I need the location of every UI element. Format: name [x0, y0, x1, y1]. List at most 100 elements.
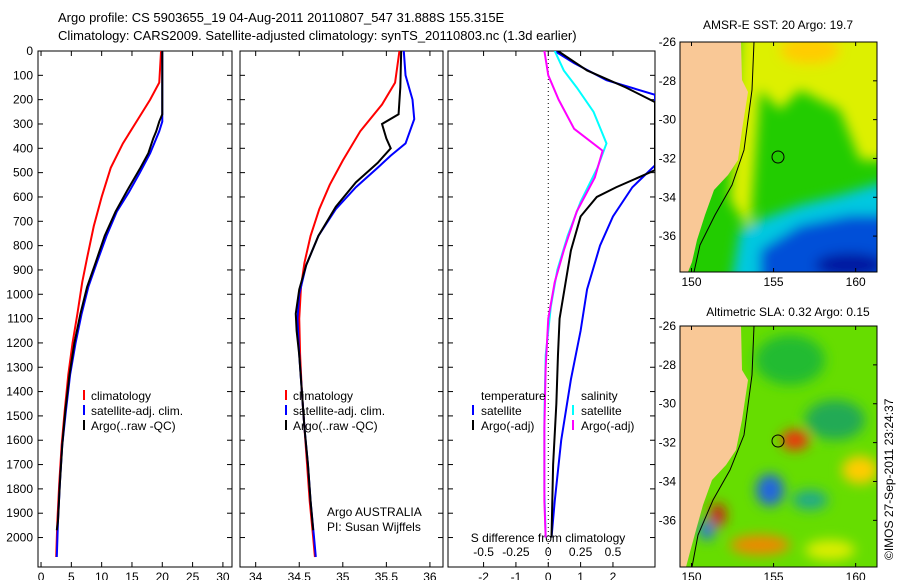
- x-tick-label: 0: [38, 570, 45, 580]
- x-tick-label: 36: [423, 570, 437, 580]
- plot-frame: [447, 50, 656, 568]
- x-tick-label: 20: [156, 570, 170, 580]
- y-tick-label: 1700: [6, 458, 33, 472]
- y-tick-label: 1400: [6, 385, 33, 399]
- lon-tick-label: 150: [681, 570, 701, 580]
- lat-tick-label: -26: [659, 319, 677, 333]
- legend-label: Argo(..raw -QC): [91, 419, 176, 433]
- x-tick-label: 35: [336, 570, 350, 580]
- plot-frame: [239, 50, 444, 568]
- y-tick-label: 600: [13, 190, 33, 204]
- legend-label: Argo(-adj): [581, 419, 634, 433]
- y-tick-label: 1600: [6, 433, 33, 447]
- y-tick-label: 900: [13, 263, 33, 277]
- lat-tick-label: -34: [659, 190, 677, 204]
- lat-tick-label: -34: [659, 474, 677, 488]
- float-position-marker: [771, 434, 785, 448]
- x-tick-label: 0: [545, 570, 552, 580]
- lon-tick-label: 155: [764, 275, 784, 289]
- y-tick-label: 1100: [7, 312, 33, 326]
- y-tick-label: 1200: [6, 336, 33, 350]
- lon-tick-label: 155: [764, 570, 784, 580]
- legend-swatch: [83, 405, 85, 415]
- legend-label: climatology: [91, 389, 151, 403]
- float-position-marker: [771, 150, 785, 164]
- series-argo-raw-qc-: [55, 51, 164, 531]
- legend-label: satellite-adj. clim.: [91, 404, 183, 418]
- legend-label: salinity: [581, 389, 618, 403]
- lon-tick-label: 160: [846, 570, 866, 580]
- legend-label: satellite: [581, 404, 622, 418]
- lon-tick-label: 150: [681, 275, 701, 289]
- y-tick-label: 400: [13, 141, 33, 155]
- x-tick-label: 30: [216, 570, 230, 580]
- series-climatology: [298, 51, 401, 558]
- legend-swatch: [285, 420, 287, 430]
- lat-tick-label: -30: [659, 397, 677, 411]
- s-tick-label: 0.25: [569, 545, 593, 559]
- lat-tick-label: -28: [659, 74, 677, 88]
- plot-salinity: 3434.53535.536salinityclimatologysatelli…: [239, 50, 444, 580]
- sst-map-title: AMSR-E SST: 20 Argo: 19.7: [703, 18, 853, 32]
- x-tick-label: 34: [249, 570, 263, 580]
- imos-timestamp: ©IMOS 27-Sep-2011 23:24:37: [882, 398, 896, 560]
- y-tick-label: 800: [13, 239, 33, 253]
- x-tick-label: 2: [610, 570, 617, 580]
- sst-map-frame: [679, 41, 878, 273]
- y-tick-label: 500: [13, 166, 33, 180]
- legend-label: satellite: [481, 404, 522, 418]
- lat-tick-label: -36: [659, 229, 677, 243]
- y-tick-label: 1500: [6, 409, 33, 423]
- s-tick-label: -0.25: [502, 545, 530, 559]
- legend-swatch: [285, 390, 287, 400]
- lat-tick-label: -30: [659, 113, 677, 127]
- s-tick-label: -0.5: [473, 545, 494, 559]
- series-satellite-adj-clim-: [55, 51, 164, 558]
- lat-tick-label: -32: [659, 151, 677, 165]
- legend-label: climatology: [293, 389, 353, 403]
- legend-swatch: [572, 405, 574, 415]
- title-line-1: Argo profile: CS 5903655_19 04-Aug-2011 …: [58, 10, 505, 25]
- legend-swatch: [472, 420, 474, 430]
- s-tick-label: 0.5: [605, 545, 622, 559]
- x-tick-label: 34.5: [288, 570, 312, 580]
- s-tick-label: 0: [545, 545, 552, 559]
- legend-swatch: [472, 405, 474, 415]
- y-tick-label: 200: [13, 93, 33, 107]
- s-axis-label: S difference from climatology: [471, 531, 626, 545]
- y-tick-label: 0: [26, 44, 33, 58]
- x-tick-label: -2: [478, 570, 489, 580]
- series-t-argo-adj-: [550, 51, 655, 538]
- y-tick-label: 1000: [6, 287, 33, 301]
- series-satellite-adj-clim-: [296, 51, 416, 558]
- plot-frame: [37, 50, 233, 568]
- legend-label: satellite-adj. clim.: [293, 404, 385, 418]
- y-tick-label: 1900: [6, 506, 33, 520]
- x-tick-label: 10: [95, 570, 109, 580]
- legend-swatch: [285, 405, 287, 415]
- y-tick-label: 300: [13, 117, 33, 131]
- legend-label: Argo(-adj): [481, 419, 534, 433]
- legend-swatch: [572, 420, 574, 430]
- legend-label: Argo(..raw -QC): [293, 419, 378, 433]
- sla-map-title: Altimetric SLA: 0.32 Argo: 0.15: [706, 305, 870, 319]
- x-tick-label: 1: [577, 570, 584, 580]
- x-tick-label: 5: [68, 570, 75, 580]
- lon-tick-label: 160: [846, 275, 866, 289]
- title-line-2: Climatology: CARS2009. Satellite-adjuste…: [58, 28, 577, 43]
- series-s-argo-adj-: [543, 51, 604, 538]
- series-climatology: [55, 51, 163, 558]
- lat-tick-label: -32: [659, 436, 677, 450]
- sst-map: AMSR-E SST: 20 Argo: 19.7 150 155 160 -26 -2…: [659, 18, 878, 289]
- land: [680, 42, 748, 272]
- x-tick-label: -1: [511, 570, 522, 580]
- y-tick-label: 700: [13, 214, 33, 228]
- credit-label: Argo AUSTRALIA: [327, 505, 422, 519]
- pi-label: PI: Susan Wijffels: [327, 520, 421, 534]
- lat-tick-label: -26: [659, 35, 677, 49]
- x-tick-label: 25: [186, 570, 200, 580]
- y-tick-label: 2000: [6, 531, 33, 545]
- y-tick-label: 1800: [6, 482, 33, 496]
